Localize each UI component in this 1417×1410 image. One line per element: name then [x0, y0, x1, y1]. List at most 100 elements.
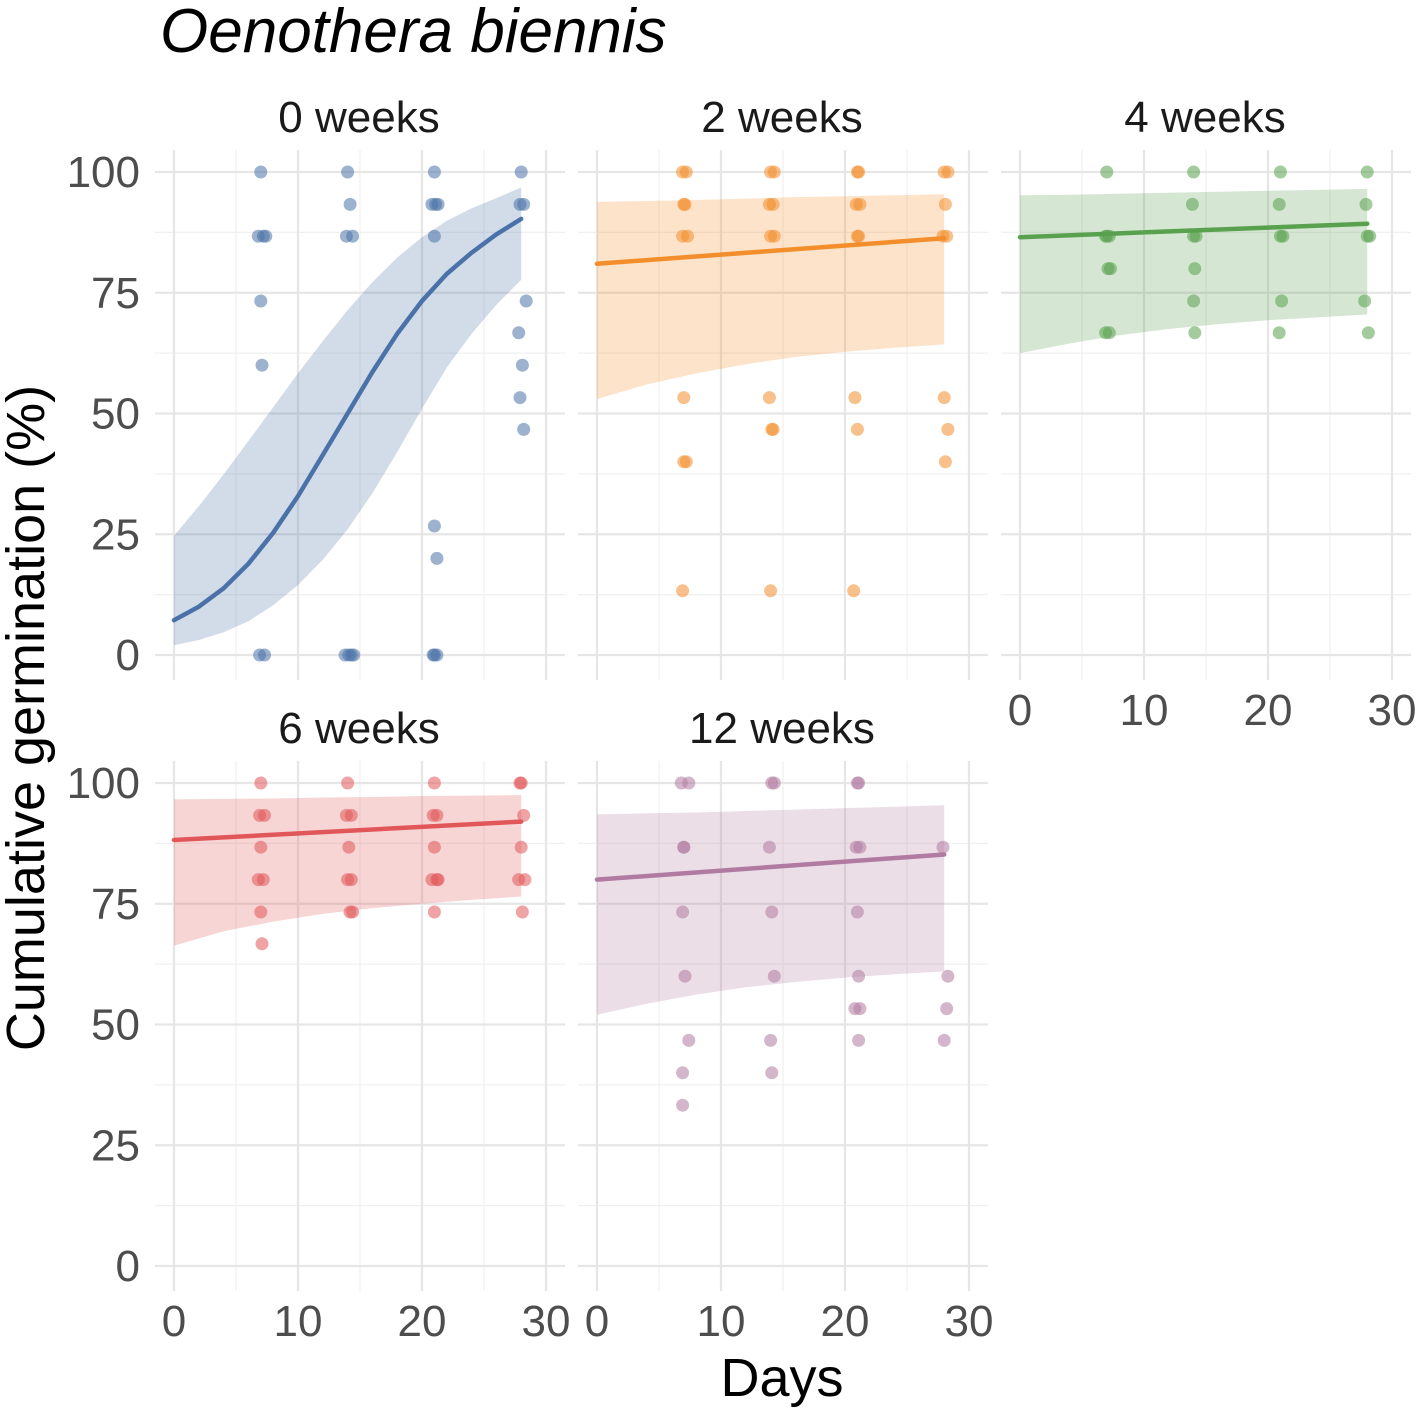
- data-point: [431, 197, 445, 211]
- data-point: [342, 840, 356, 854]
- data-point: [346, 905, 360, 919]
- facet-label: 2 weeks: [701, 93, 862, 142]
- x-axis-label: Days: [720, 1348, 843, 1408]
- y-tick-label: 0: [116, 631, 140, 680]
- data-point: [1101, 262, 1115, 276]
- data-point: [853, 840, 867, 854]
- data-point: [1360, 229, 1374, 243]
- data-point: [1358, 294, 1372, 308]
- chart-title: Oenothera biennis: [160, 0, 667, 66]
- data-point: [427, 165, 441, 179]
- data-point: [848, 391, 862, 405]
- data-point: [938, 197, 952, 211]
- data-point: [1359, 197, 1373, 211]
- y-tick-label: 100: [67, 148, 140, 197]
- data-point: [765, 905, 779, 919]
- data-point: [1361, 326, 1375, 340]
- data-point: [847, 584, 861, 598]
- facet-label: 4 weeks: [1124, 93, 1285, 142]
- data-point: [1187, 165, 1201, 179]
- data-point: [1275, 294, 1289, 308]
- x-tick-label: 20: [1244, 686, 1293, 735]
- data-point: [941, 422, 955, 436]
- data-point: [514, 840, 528, 854]
- data-point: [852, 1033, 866, 1047]
- x-tick-label: 10: [1120, 686, 1169, 735]
- data-point: [767, 776, 781, 790]
- x-tick-label: 30: [1368, 686, 1417, 735]
- x-tick-label: 0: [585, 1297, 609, 1346]
- data-point: [517, 808, 531, 822]
- data-point: [344, 808, 358, 822]
- data-point: [850, 905, 864, 919]
- data-point: [517, 422, 531, 436]
- facet-panel: 12 weeks 0 10 20 30: [578, 704, 993, 1346]
- facet-panel: 0 weeks 0 25 50 75 100: [67, 93, 565, 680]
- data-point: [254, 294, 268, 308]
- data-point: [519, 294, 533, 308]
- data-point: [852, 165, 866, 179]
- data-point: [256, 873, 270, 887]
- data-point: [936, 840, 950, 854]
- data-point: [258, 648, 271, 662]
- data-point: [676, 584, 690, 598]
- data-point: [937, 1033, 951, 1047]
- data-point: [259, 229, 273, 243]
- data-point: [1100, 229, 1114, 243]
- data-point: [767, 229, 781, 243]
- data-point: [430, 808, 444, 822]
- data-point: [764, 584, 778, 598]
- facet-panel: 4 weeks 0 10 20 30: [1001, 93, 1416, 735]
- data-point: [766, 197, 780, 211]
- data-point: [941, 969, 955, 983]
- data-point: [852, 969, 866, 983]
- x-tick-label: 10: [274, 1297, 323, 1346]
- facet-label: 0 weeks: [278, 93, 439, 142]
- y-tick-label: 50: [91, 390, 140, 439]
- data-point: [1102, 326, 1116, 340]
- data-point: [853, 1002, 867, 1016]
- x-tick-label: 20: [398, 1297, 447, 1346]
- y-tick-label: 100: [67, 759, 140, 808]
- data-point: [254, 776, 268, 790]
- data-point: [941, 165, 955, 179]
- fitted-curve: [594, 235, 947, 267]
- facet-label: 6 weeks: [278, 704, 439, 753]
- data-point: [346, 229, 360, 243]
- data-point: [853, 197, 867, 211]
- data-point: [430, 551, 444, 565]
- data-point: [427, 905, 441, 919]
- data-point: [1187, 229, 1201, 243]
- data-point: [676, 905, 690, 919]
- fitted-curve: [171, 819, 524, 843]
- data-point: [427, 229, 441, 243]
- data-point: [764, 1033, 778, 1047]
- data-point: [258, 808, 271, 822]
- data-point: [762, 391, 776, 405]
- data-point: [1272, 197, 1286, 211]
- data-point: [852, 229, 866, 243]
- x-tick-label: 10: [697, 1297, 746, 1346]
- x-tick-label: 20: [821, 1297, 870, 1346]
- data-point: [515, 358, 529, 372]
- data-point: [1360, 165, 1374, 179]
- data-point: [678, 197, 692, 211]
- data-point: [427, 840, 441, 854]
- data-point: [767, 165, 781, 179]
- facet-panel: 6 weeks 0 25 50 75 100 0 10 20 30: [67, 704, 571, 1346]
- data-point: [850, 422, 864, 436]
- data-point: [677, 391, 691, 405]
- data-point: [515, 905, 529, 919]
- data-point: [513, 776, 527, 790]
- data-point: [676, 1066, 690, 1080]
- fitted-curve: [171, 216, 524, 623]
- data-point: [255, 358, 269, 372]
- data-point: [676, 1098, 690, 1112]
- y-tick-label: 75: [91, 269, 140, 318]
- data-point: [679, 165, 693, 179]
- data-point: [512, 326, 526, 340]
- y-tick-label: 0: [116, 1242, 140, 1291]
- y-axis-label: Cumulative germination (%): [0, 385, 56, 1051]
- data-point: [518, 873, 532, 887]
- data-point: [513, 391, 527, 405]
